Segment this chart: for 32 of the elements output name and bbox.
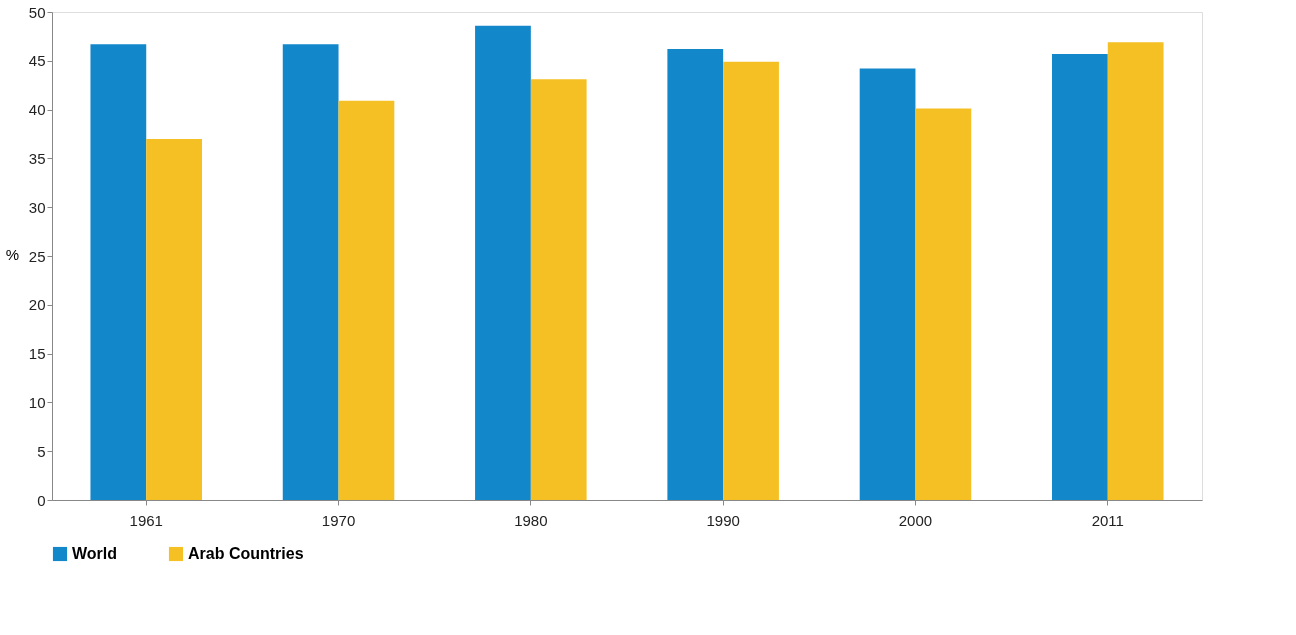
bar [723,61,779,500]
x-tick-label: 2011 [1091,511,1124,529]
y-tick-label: 5 [37,442,46,460]
y-tick-label: 50 [28,3,46,21]
bar [338,100,395,500]
bar [1107,42,1164,500]
x-tick-label: 1990 [706,511,740,529]
y-tick-label: 10 [28,393,46,411]
y-tick-label: 0 [37,491,46,509]
bar [915,108,972,500]
bar [667,49,724,500]
bar [475,25,531,500]
x-tick-label: 1980 [514,511,548,529]
x-tick-label: 1961 [129,511,163,529]
y-tick-label: 45 [28,52,46,70]
bar [530,79,587,500]
y-tick-label: 20 [28,296,46,314]
y-tick-label: 25 [28,247,46,265]
bar [859,68,916,500]
y-axis-title: % [5,245,20,263]
bar [90,44,147,500]
bar [146,138,202,500]
y-tick-label: 35 [28,149,46,167]
y-tick-label: 30 [28,198,46,216]
bar [1052,53,1108,500]
legend-label: Arab Countries [188,545,304,562]
x-tick-label: 2000 [898,511,933,529]
bar [282,44,339,500]
y-tick-label: 40 [28,101,46,119]
y-tick-label: 15 [28,345,46,363]
legend-label: World [72,545,118,562]
x-tick-label: 1970 [321,511,356,529]
